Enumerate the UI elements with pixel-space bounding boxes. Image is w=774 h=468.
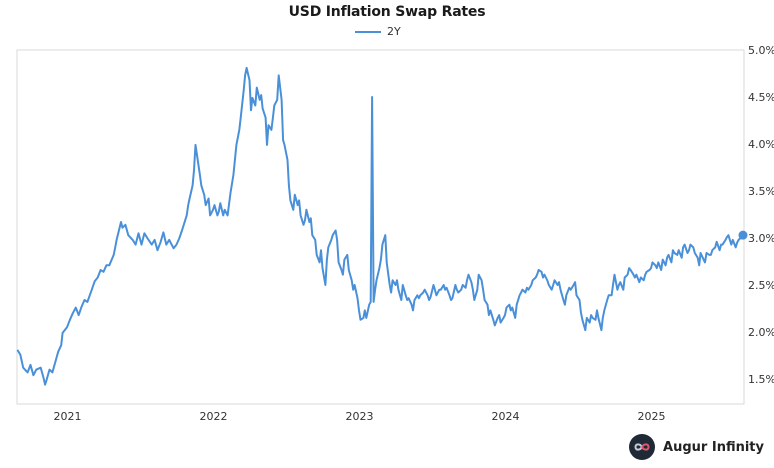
legend-item-2y[interactable]: 2Y bbox=[355, 25, 401, 38]
x-axis: 2021 2022 2023 2024 2025 bbox=[54, 410, 666, 423]
series-end-marker[interactable] bbox=[738, 230, 748, 240]
legend-label: 2Y bbox=[387, 25, 401, 38]
series-line-2y bbox=[16, 66, 744, 386]
legend-line-swatch bbox=[355, 30, 381, 33]
y-tick-label: 4.5% bbox=[748, 91, 774, 104]
x-tick-label: 2025 bbox=[638, 410, 666, 423]
infinity-icon bbox=[629, 434, 656, 460]
y-tick-label: 1.5% bbox=[748, 373, 774, 386]
y-tick-label: 4.0% bbox=[748, 138, 774, 151]
x-tick-label: 2023 bbox=[346, 410, 374, 423]
x-tick-label: 2022 bbox=[200, 410, 228, 423]
plot-frame bbox=[16, 49, 745, 405]
x-tick-label: 2024 bbox=[492, 410, 520, 423]
chart-title: USD Inflation Swap Rates bbox=[288, 4, 486, 20]
x-tick-label: 2021 bbox=[54, 410, 82, 423]
y-tick-label: 2.5% bbox=[748, 279, 774, 292]
y-tick-label: 3.0% bbox=[748, 232, 774, 245]
y-tick-label: 5.0% bbox=[748, 44, 774, 57]
y-axis: 1.5% 2.0% 2.5% 3.0% 3.5% 4.0% 4.5% 5.0% bbox=[748, 44, 774, 386]
y-tick-label: 3.5% bbox=[748, 185, 774, 198]
brand-name: Augur Infinity bbox=[663, 439, 764, 455]
y-tick-label: 2.0% bbox=[748, 326, 774, 339]
brand: Augur Infinity bbox=[629, 434, 764, 460]
